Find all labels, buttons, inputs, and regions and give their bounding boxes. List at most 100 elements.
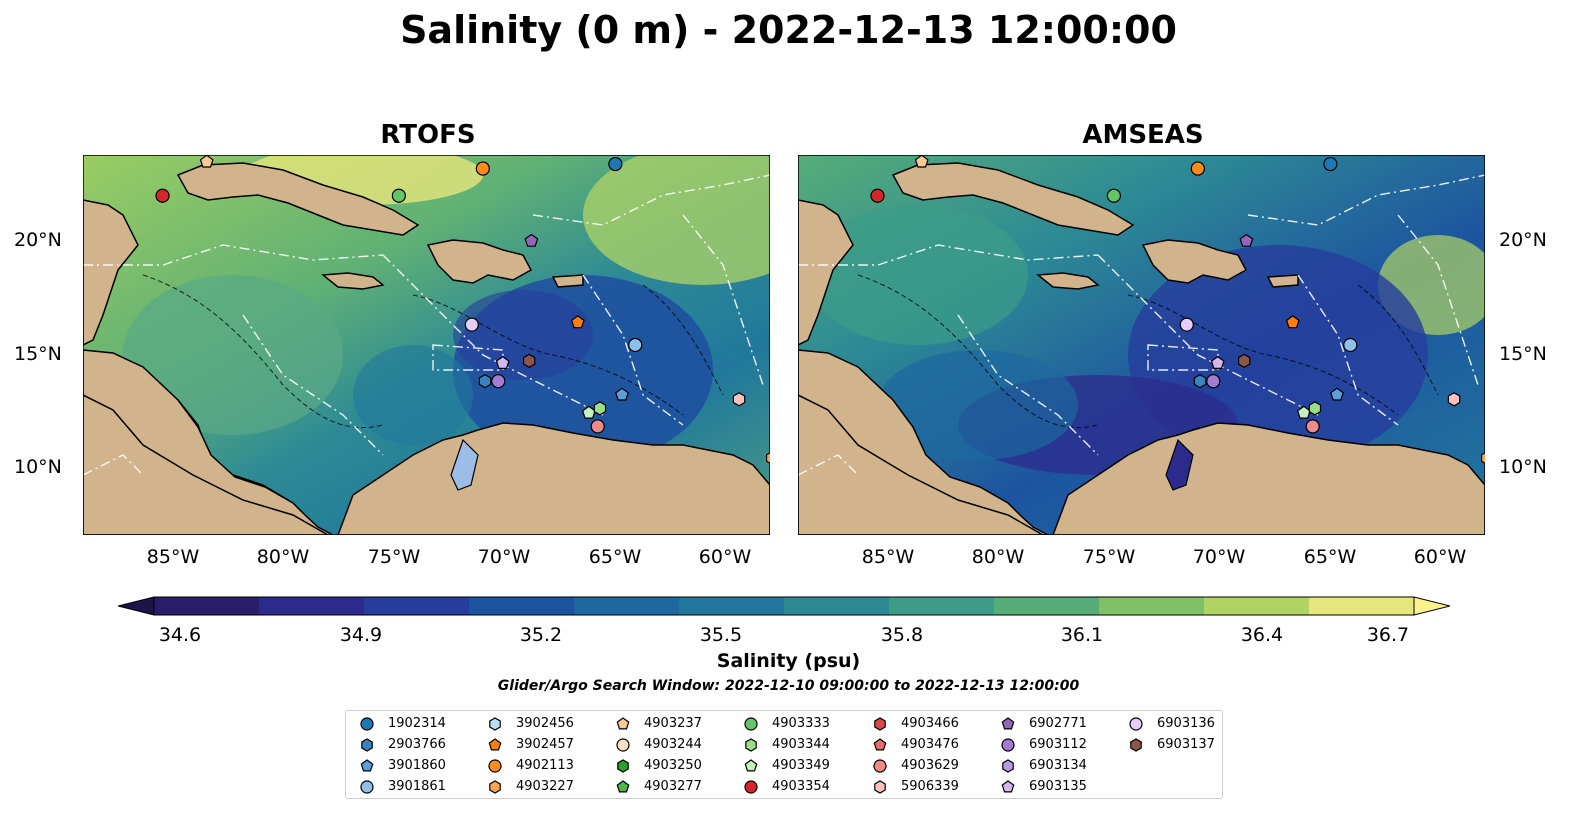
colorbar <box>118 596 1450 616</box>
float-marker-3901860 <box>1330 387 1344 401</box>
float-marker-6903137 <box>1238 353 1251 368</box>
amseas-map <box>798 155 1485 535</box>
rtofs-map <box>83 155 770 535</box>
legend-label: 4903250 <box>644 758 702 773</box>
colorbar-extend-max <box>1413 596 1450 616</box>
circle-marker-icon <box>616 738 630 752</box>
colorbar-bin <box>364 597 470 615</box>
colorbar-bin <box>994 597 1100 615</box>
hexagon-marker-icon <box>1130 738 1142 752</box>
hexagon-marker-icon <box>874 780 886 794</box>
lon-label-60w-right: 60°W <box>1413 546 1467 568</box>
pentagon-marker-icon <box>1001 717 1015 730</box>
lon-label-70w-right: 70°W <box>1192 546 1246 568</box>
colorbar-tick: 35.8 <box>880 624 924 646</box>
lon-label-85w-right: 85°W <box>861 546 915 568</box>
float-marker-4903354 <box>870 188 885 203</box>
lon-label-75w-right: 75°W <box>1082 546 1136 568</box>
lon-label-65w-right: 65°W <box>1303 546 1357 568</box>
float-marker-2903766 <box>1193 374 1207 389</box>
float-marker-4902113 <box>475 161 490 176</box>
lat-label-10n-right: 10°N <box>1499 456 1547 478</box>
lat-label-20n-right: 20°N <box>1499 229 1547 251</box>
panel-title-amseas: AMSEAS <box>1082 120 1204 150</box>
legend-label: 4903629 <box>901 758 959 773</box>
legend-label: 4903344 <box>772 737 830 752</box>
salinity-central <box>353 345 473 445</box>
float-marker-4902113 <box>1190 161 1205 176</box>
float-marker-3902457 <box>570 315 585 329</box>
float-marker-3901861 <box>1343 337 1358 353</box>
legend-label: 4903466 <box>901 716 959 731</box>
pentagon-marker-icon <box>616 717 630 730</box>
circle-marker-icon <box>1129 717 1143 731</box>
colorbar-bin <box>1204 597 1310 615</box>
colorbar-bin <box>574 597 680 615</box>
colorbar-tick: 35.2 <box>519 624 563 646</box>
colorbar-tick: 36.4 <box>1240 624 1284 646</box>
float-marker-4903344 <box>593 401 607 416</box>
colorbar-label: Salinity (psu) <box>716 650 861 672</box>
float-marker-3901860 <box>615 387 629 401</box>
float-marker-1902314 <box>1323 156 1338 172</box>
colorbar-bin <box>259 597 365 615</box>
float-marker-5906339 <box>732 392 746 407</box>
float-marker-1902314 <box>608 156 623 172</box>
legend-label: 3902457 <box>516 737 574 752</box>
circle-marker-icon <box>744 780 758 794</box>
salinity-west <box>808 205 1028 345</box>
eez-boundaries <box>798 174 1485 476</box>
colorbar-tick: 36.1 <box>1060 624 1104 646</box>
hexagon-marker-icon <box>745 738 757 752</box>
circle-marker-icon <box>744 717 758 731</box>
colorbar-bin <box>469 597 575 615</box>
landmasses <box>83 162 770 535</box>
float-marker-6903136 <box>1179 317 1194 332</box>
colorbar-bin <box>679 597 785 615</box>
float-marker-6903112 <box>1206 374 1221 389</box>
legend-label: 4903349 <box>772 758 830 773</box>
legend-label: 3901860 <box>388 758 446 773</box>
legend-label: 6903136 <box>1157 716 1215 731</box>
lon-label-80w-right: 80°W <box>971 546 1025 568</box>
pentagon-marker-icon <box>1001 780 1015 793</box>
colorbar-bin <box>1309 597 1415 615</box>
legend-label: 6902771 <box>1029 716 1087 731</box>
legend-label: 3902456 <box>516 716 574 731</box>
salinity-west-caribbean <box>123 275 343 435</box>
salinity-high-north <box>583 155 770 285</box>
hexagon-marker-icon <box>489 780 501 794</box>
circle-marker-icon <box>360 780 374 794</box>
circle-marker-icon <box>1001 738 1015 752</box>
lat-label-20n: 20°N <box>14 229 62 251</box>
colorbar-bin <box>784 597 890 615</box>
lake-maracaibo <box>450 438 479 491</box>
legend-label: 6903134 <box>1029 758 1087 773</box>
legend-label: 2903766 <box>388 737 446 752</box>
lake-maracaibo <box>1165 438 1194 491</box>
salinity-southwest <box>878 350 1078 460</box>
lon-label-85w: 85°W <box>146 546 200 568</box>
colorbar-bin <box>154 597 260 615</box>
float-marker-6902771 <box>524 233 539 247</box>
lon-label-60w: 60°W <box>698 546 752 568</box>
pentagon-marker-icon <box>616 780 630 793</box>
legend-label: 4903333 <box>772 716 830 731</box>
legend-label: 4903277 <box>644 779 702 794</box>
float-marker-3902457 <box>1285 315 1300 329</box>
lon-label-65w: 65°W <box>588 546 642 568</box>
float-marker-6903136 <box>464 317 479 332</box>
float-marker-6903137 <box>523 353 536 368</box>
legend-label: 4903354 <box>772 779 830 794</box>
pentagon-marker-icon <box>744 759 758 772</box>
float-marker-4903344 <box>1308 401 1322 416</box>
lat-label-15n-right: 15°N <box>1499 343 1547 365</box>
float-marker-4903237 <box>199 155 214 168</box>
pentagon-marker-icon <box>360 759 374 772</box>
hexagon-marker-icon <box>1002 759 1014 773</box>
float-marker-4903237 <box>914 155 929 168</box>
float-marker-4903227 <box>765 452 770 465</box>
legend-label: 5906339 <box>901 779 959 794</box>
colorbar-tick: 36.7 <box>1366 624 1410 646</box>
float-marker-6903112 <box>491 374 506 389</box>
